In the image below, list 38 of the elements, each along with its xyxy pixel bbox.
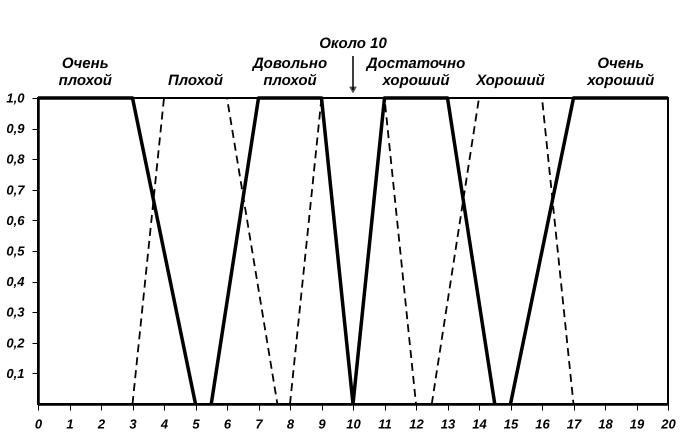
y-tick-label: 0,9 — [6, 121, 26, 136]
x-tick-label: 12 — [409, 416, 424, 432]
x-tick-label: 11 — [378, 416, 392, 432]
x-tick-label: 19 — [630, 416, 645, 432]
x-tick-label: 16 — [535, 416, 550, 432]
x-tick-label: 15 — [504, 416, 519, 432]
x-tick-label: 20 — [660, 416, 676, 432]
x-tick-label: 18 — [598, 416, 614, 432]
x-tick-label: 14 — [472, 416, 488, 432]
y-tick-label: 0,7 — [6, 182, 26, 198]
series-label: Довольно плохой — [250, 55, 328, 89]
x-tick-label: 5 — [192, 416, 200, 432]
text: Около 10 — [319, 35, 388, 52]
x-tick-label: 7 — [255, 416, 264, 432]
series-label: Достаточно хороший — [364, 55, 466, 89]
x-tick-label: 3 — [129, 416, 138, 432]
y-tick-label: 0,3 — [6, 304, 26, 320]
x-tick-label: 17 — [566, 416, 582, 432]
y-tick-label: 0,8 — [6, 152, 26, 167]
series-label: Очень плохой — [58, 55, 112, 89]
x-tick-label: 9 — [318, 416, 326, 432]
x-tick-label: 4 — [160, 416, 169, 432]
y-tick-label: 0,6 — [6, 212, 26, 228]
series-label: Хороший — [475, 72, 545, 89]
series-label: Плохой — [168, 72, 224, 89]
x-tick-label: 6 — [224, 416, 232, 432]
x-tick-label: 13 — [440, 416, 456, 432]
y-tick-label: 0,1 — [6, 366, 24, 381]
series-label: Очень хороший — [586, 55, 654, 89]
y-tick-label: 0,5 — [6, 244, 26, 258]
x-tick-label: 8 — [286, 416, 295, 432]
x-tick-label: 1 — [66, 416, 74, 432]
x-tick-label: 10 — [346, 416, 362, 432]
x-tick-label: 0 — [34, 416, 43, 432]
y-tick-label: 0,2 — [6, 335, 26, 350]
y-tick-label: 0,4 — [6, 274, 26, 290]
x-tick-label: 2 — [96, 416, 106, 432]
y-tick-label: 1,0 — [6, 90, 26, 106]
